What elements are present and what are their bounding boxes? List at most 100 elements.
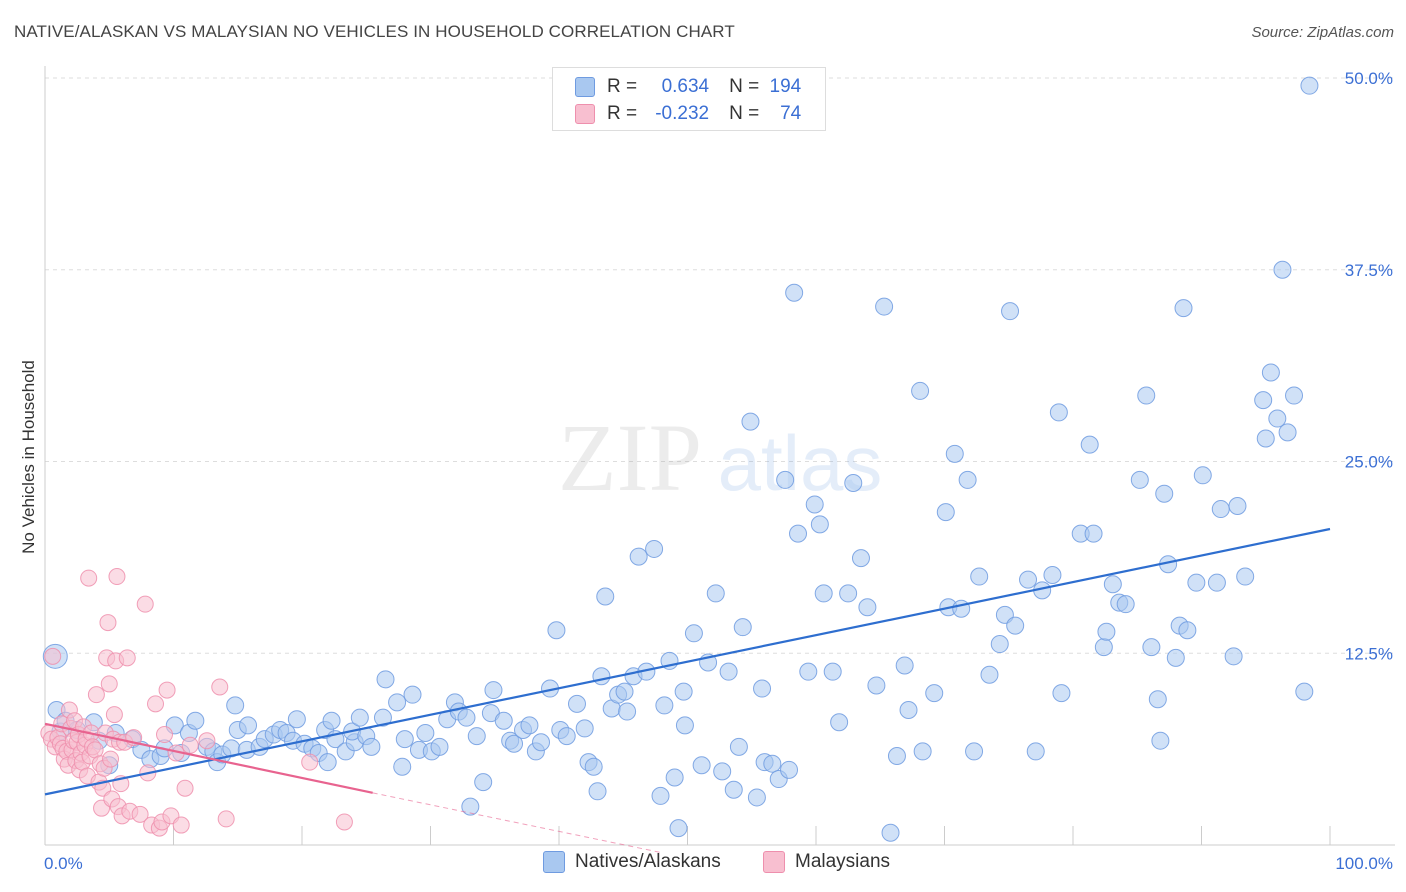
point-natives <box>629 547 648 566</box>
point-natives <box>692 756 711 775</box>
point-natives <box>1026 742 1045 761</box>
point-natives <box>805 495 824 514</box>
point-malaysians <box>87 686 105 704</box>
point-natives <box>373 708 392 727</box>
point-natives <box>1193 466 1212 485</box>
point-natives <box>1097 622 1116 641</box>
point-natives <box>887 747 906 766</box>
point-natives <box>799 662 818 681</box>
point-natives <box>505 734 524 753</box>
point-natives <box>467 727 486 746</box>
point-natives <box>1268 409 1287 428</box>
point-malaysians <box>176 779 194 797</box>
point-malaysians <box>105 706 123 724</box>
point-natives <box>713 762 732 781</box>
point-natives <box>1080 435 1099 454</box>
legend-n-label: N = <box>729 76 760 97</box>
legend-r-natives: 0.634 <box>661 76 710 97</box>
trend-line-natives <box>44 527 1331 796</box>
point-natives <box>913 742 932 761</box>
point-natives <box>1019 570 1038 589</box>
point-malaysians <box>131 805 149 823</box>
point-natives <box>1187 573 1206 592</box>
point-natives <box>899 701 918 720</box>
bottom-legend-swatch-natives <box>543 851 565 873</box>
point-natives <box>1142 638 1161 657</box>
point-natives <box>925 684 944 703</box>
point-natives <box>706 584 725 603</box>
point-natives <box>867 676 886 695</box>
tick-labels: 12.5% 25.0% 37.5% 50.0% 0.0% 100.0% <box>44 69 1393 873</box>
point-natives <box>592 667 611 686</box>
point-natives <box>520 716 539 735</box>
point-natives <box>651 786 670 805</box>
point-natives <box>376 670 395 689</box>
data-points <box>40 76 1319 842</box>
point-malaysians <box>198 732 216 750</box>
point-natives <box>1254 391 1273 410</box>
point-natives <box>810 515 829 534</box>
point-natives <box>1228 496 1247 515</box>
point-malaysians <box>211 678 229 696</box>
legend-box: R = 0.634 N = 194 R = -0.232 N = 74 <box>552 67 826 131</box>
legend-n-natives: 194 <box>769 76 802 97</box>
point-natives <box>393 757 412 776</box>
legend-r-label: R = <box>607 76 638 97</box>
y-tick-label: 50.0% <box>1345 69 1393 88</box>
point-natives <box>1148 690 1167 709</box>
point-natives <box>895 656 914 675</box>
point-natives <box>780 760 799 779</box>
point-natives <box>362 737 381 756</box>
point-natives <box>733 618 752 637</box>
point-natives <box>615 682 634 701</box>
bottom-legend-label-natives: Natives/Alaskans <box>575 851 721 872</box>
point-malaysians <box>217 810 235 828</box>
point-natives <box>430 737 449 756</box>
point-natives <box>567 694 586 713</box>
point-natives <box>350 708 369 727</box>
point-natives <box>911 381 930 400</box>
legend-row-natives: R = 0.634 N = 194 <box>575 75 801 99</box>
point-natives <box>1049 403 1068 422</box>
bottom-legend-malaysians: Malaysians <box>763 851 890 873</box>
point-natives <box>970 567 989 586</box>
point-natives <box>1295 682 1314 701</box>
point-natives <box>494 711 513 730</box>
bottom-legend-natives: Natives/Alaskans <box>543 851 721 873</box>
point-natives <box>388 693 407 712</box>
y-tick-label: 37.5% <box>1345 261 1393 280</box>
point-malaysians <box>301 753 319 771</box>
point-natives <box>322 711 341 730</box>
x-tick-label-max: 100.0% <box>1335 854 1393 873</box>
point-natives <box>669 819 688 838</box>
point-malaysians <box>156 726 174 744</box>
point-malaysians <box>99 614 117 632</box>
point-natives <box>1116 595 1135 614</box>
bottom-legend-label-malaysians: Malaysians <box>795 851 891 872</box>
point-natives <box>747 788 766 807</box>
point-natives <box>965 742 984 761</box>
legend-n-label: N = <box>729 103 760 124</box>
point-natives <box>785 283 804 302</box>
point-natives <box>665 768 684 787</box>
point-natives <box>618 702 637 721</box>
legend-swatch-natives <box>575 77 595 97</box>
point-natives <box>1178 621 1197 640</box>
point-malaysians <box>335 813 353 831</box>
point-natives <box>990 635 1009 654</box>
trend-line-malaysians <box>44 722 373 794</box>
point-malaysians <box>100 675 118 693</box>
point-natives <box>763 754 782 773</box>
point-natives <box>588 782 607 801</box>
point-natives <box>724 780 743 799</box>
point-natives <box>1261 363 1280 382</box>
point-malaysians <box>158 681 176 699</box>
point-natives <box>1084 524 1103 543</box>
point-natives <box>645 539 664 558</box>
point-natives <box>461 797 480 816</box>
point-natives <box>318 753 337 772</box>
point-natives <box>474 773 493 792</box>
point-natives <box>851 549 870 568</box>
point-natives <box>875 297 894 316</box>
